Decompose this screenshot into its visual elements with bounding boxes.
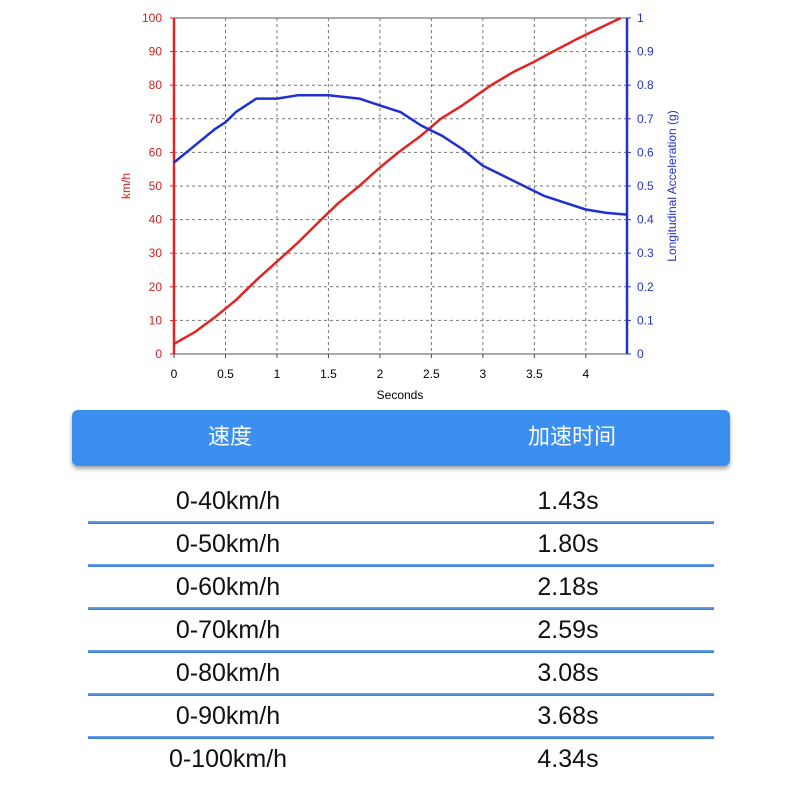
row-divider	[88, 650, 714, 653]
table-row: 0-70km/h 2.59s	[88, 610, 714, 653]
time-cell: 3.08s	[537, 659, 599, 687]
speed-cell: 0-40km/h	[175, 487, 281, 515]
row-divider	[88, 521, 714, 524]
y-tick-label: 90	[149, 45, 163, 59]
y-tick-label: 0	[155, 347, 162, 361]
y2-tick-label: 0.5	[637, 179, 654, 193]
table-row: 0-60km/h 2.18s	[88, 567, 714, 610]
table-header: 速度 加速时间	[72, 410, 730, 466]
y2-tick-label: 0.4	[637, 213, 654, 227]
y-tick-label: 10	[149, 313, 163, 327]
series-lines	[173, 16, 628, 345]
acceleration-chart: 0 0.5 1 1.5 2 2.5 3 3.5 401020304050607080901000…	[119, 11, 679, 402]
speed-cell: 0-80km/h	[175, 659, 281, 687]
table-row: 0-40km/h 1.43s	[88, 481, 714, 524]
speed-line	[173, 16, 622, 345]
table-row: 0-50km/h 1.80s	[88, 524, 714, 567]
y2-tick-label: 0.1	[637, 313, 654, 327]
time-cell: 3.68s	[537, 702, 599, 730]
speed-cell: 0-70km/h	[175, 616, 281, 644]
y2-tick-label: 0.7	[637, 112, 654, 126]
y-tick-label: 60	[149, 145, 163, 159]
speed-cell: 0-50km/h	[175, 530, 281, 558]
row-divider	[88, 564, 714, 567]
x-tick-label: 3.5	[526, 367, 543, 381]
y2-tick-label: 0.3	[637, 246, 654, 260]
tick-labels: 0 0.5 1 1.5 2 2.5 3 3.5 401020304050607080901000…	[142, 11, 654, 381]
time-cell: 1.80s	[537, 530, 599, 558]
grid-lines	[174, 18, 627, 354]
speed-cell: 0-100km/h	[168, 745, 288, 773]
y-tick-label: 80	[149, 78, 163, 92]
row-divider	[88, 693, 714, 696]
time-cell: 2.59s	[537, 616, 599, 644]
x-tick-label: 1.5	[320, 367, 337, 381]
y-tick-label: 20	[149, 280, 163, 294]
header-speed: 速度	[207, 425, 252, 450]
row-divider	[88, 607, 714, 610]
x-tick-label: 2	[377, 367, 384, 381]
table-row: 0-80km/h 3.08s	[88, 653, 714, 696]
y2-tick-label: 1	[637, 11, 644, 25]
y-tick-label: 50	[149, 179, 163, 193]
row-divider	[88, 736, 714, 739]
x-tick-label: 0	[171, 367, 178, 381]
x-tick-label: 2.5	[423, 367, 440, 381]
x-tick-label: 3	[480, 367, 487, 381]
axes	[170, 17, 631, 358]
table-row: 0-100km/h 4.34s	[88, 739, 714, 782]
y2-tick-label: 0.6	[637, 145, 654, 159]
plot-background	[173, 17, 628, 355]
speed-cell: 0-60km/h	[175, 573, 281, 601]
time-cell: 1.43s	[537, 487, 599, 515]
y-tick-label: 70	[149, 112, 163, 126]
time-cell: 2.18s	[537, 573, 599, 601]
y2-tick-label: 0.8	[637, 78, 654, 92]
y2-axis-title: Longitudinal Acceleration (g)	[665, 110, 679, 261]
speed-cell: 0-90km/h	[175, 702, 281, 730]
y2-tick-label: 0.2	[637, 280, 654, 294]
header-accel-time: 加速时间	[527, 425, 616, 450]
y-axis-title: km/h	[119, 173, 133, 199]
y2-tick-label: 0.9	[637, 45, 654, 59]
x-axis-title: Seconds	[377, 388, 424, 402]
y-tick-label: 40	[149, 213, 163, 227]
y-tick-label: 100	[142, 11, 162, 25]
y-tick-label: 30	[149, 246, 163, 260]
x-tick-label: 1	[274, 367, 281, 381]
y2-tick-label: 0	[637, 347, 644, 361]
x-tick-label: 0.5	[217, 367, 234, 381]
time-cell: 4.34s	[537, 745, 599, 773]
acceleration-line	[173, 94, 628, 216]
x-tick-label: 4	[582, 367, 589, 381]
table-row: 0-90km/h 3.68s	[88, 696, 714, 739]
